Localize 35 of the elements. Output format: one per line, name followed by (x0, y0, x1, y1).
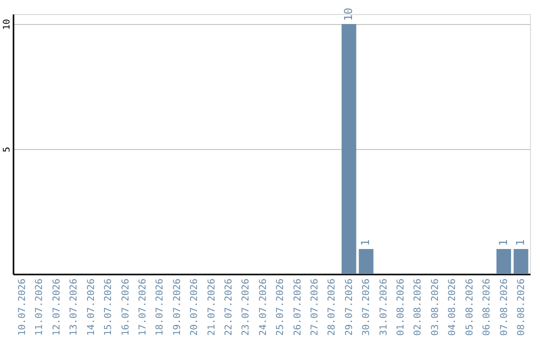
x-tick-label: 06.08.2026 (482, 278, 493, 336)
x-tick-label: 12.07.2026 (51, 278, 62, 336)
x-tick-label: 29.07.2026 (344, 278, 355, 336)
y-tick-label: 5 (2, 146, 12, 152)
x-tick-label: 31.07.2026 (378, 278, 390, 336)
x-tick-label: 04.08.2026 (447, 278, 458, 336)
x-tick-label: 10.07.2026 (17, 278, 28, 336)
x-tick-label: 05.08.2026 (464, 278, 476, 336)
x-tick-label: 20.07.2026 (189, 278, 200, 336)
x-tick-label: 30.07.2026 (361, 278, 372, 336)
data-label: 1 (514, 239, 527, 246)
x-tick-label: 24.07.2026 (258, 278, 269, 336)
x-tick-label: 14.07.2026 (86, 278, 97, 336)
data-label: 1 (496, 239, 510, 246)
x-tick-label: 21.07.2026 (206, 278, 218, 336)
x-tick-label: 25.07.2026 (275, 278, 286, 336)
x-tick-label: 16.07.2026 (120, 278, 132, 336)
x-tick-label: 27.07.2026 (310, 278, 321, 336)
data-label: 10 (342, 8, 355, 21)
x-tick-label: 17.07.2026 (137, 278, 148, 336)
x-tick-label: 28.07.2026 (326, 278, 338, 336)
x-tick-label: 22.07.2026 (223, 278, 234, 336)
x-tick-label: 15.07.2026 (103, 278, 114, 336)
x-tick-label: 23.07.2026 (240, 278, 252, 336)
x-tick-label: 18.07.2026 (154, 278, 166, 336)
x-tick-label: 19.07.2026 (172, 278, 183, 336)
x-tick-label: 03.08.2026 (430, 278, 441, 336)
data-label: 1 (359, 239, 372, 246)
x-tick-label: 13.07.2026 (68, 278, 80, 336)
x-tick-label: 02.08.2026 (412, 278, 424, 336)
x-tick-label: 08.08.2026 (516, 278, 527, 336)
x-tick-label: 07.08.2026 (498, 278, 510, 336)
x-tick-label: 11.07.2026 (34, 278, 46, 336)
x-tick-label: 26.07.2026 (292, 278, 304, 336)
x-tick-label: 01.08.2026 (396, 278, 407, 336)
